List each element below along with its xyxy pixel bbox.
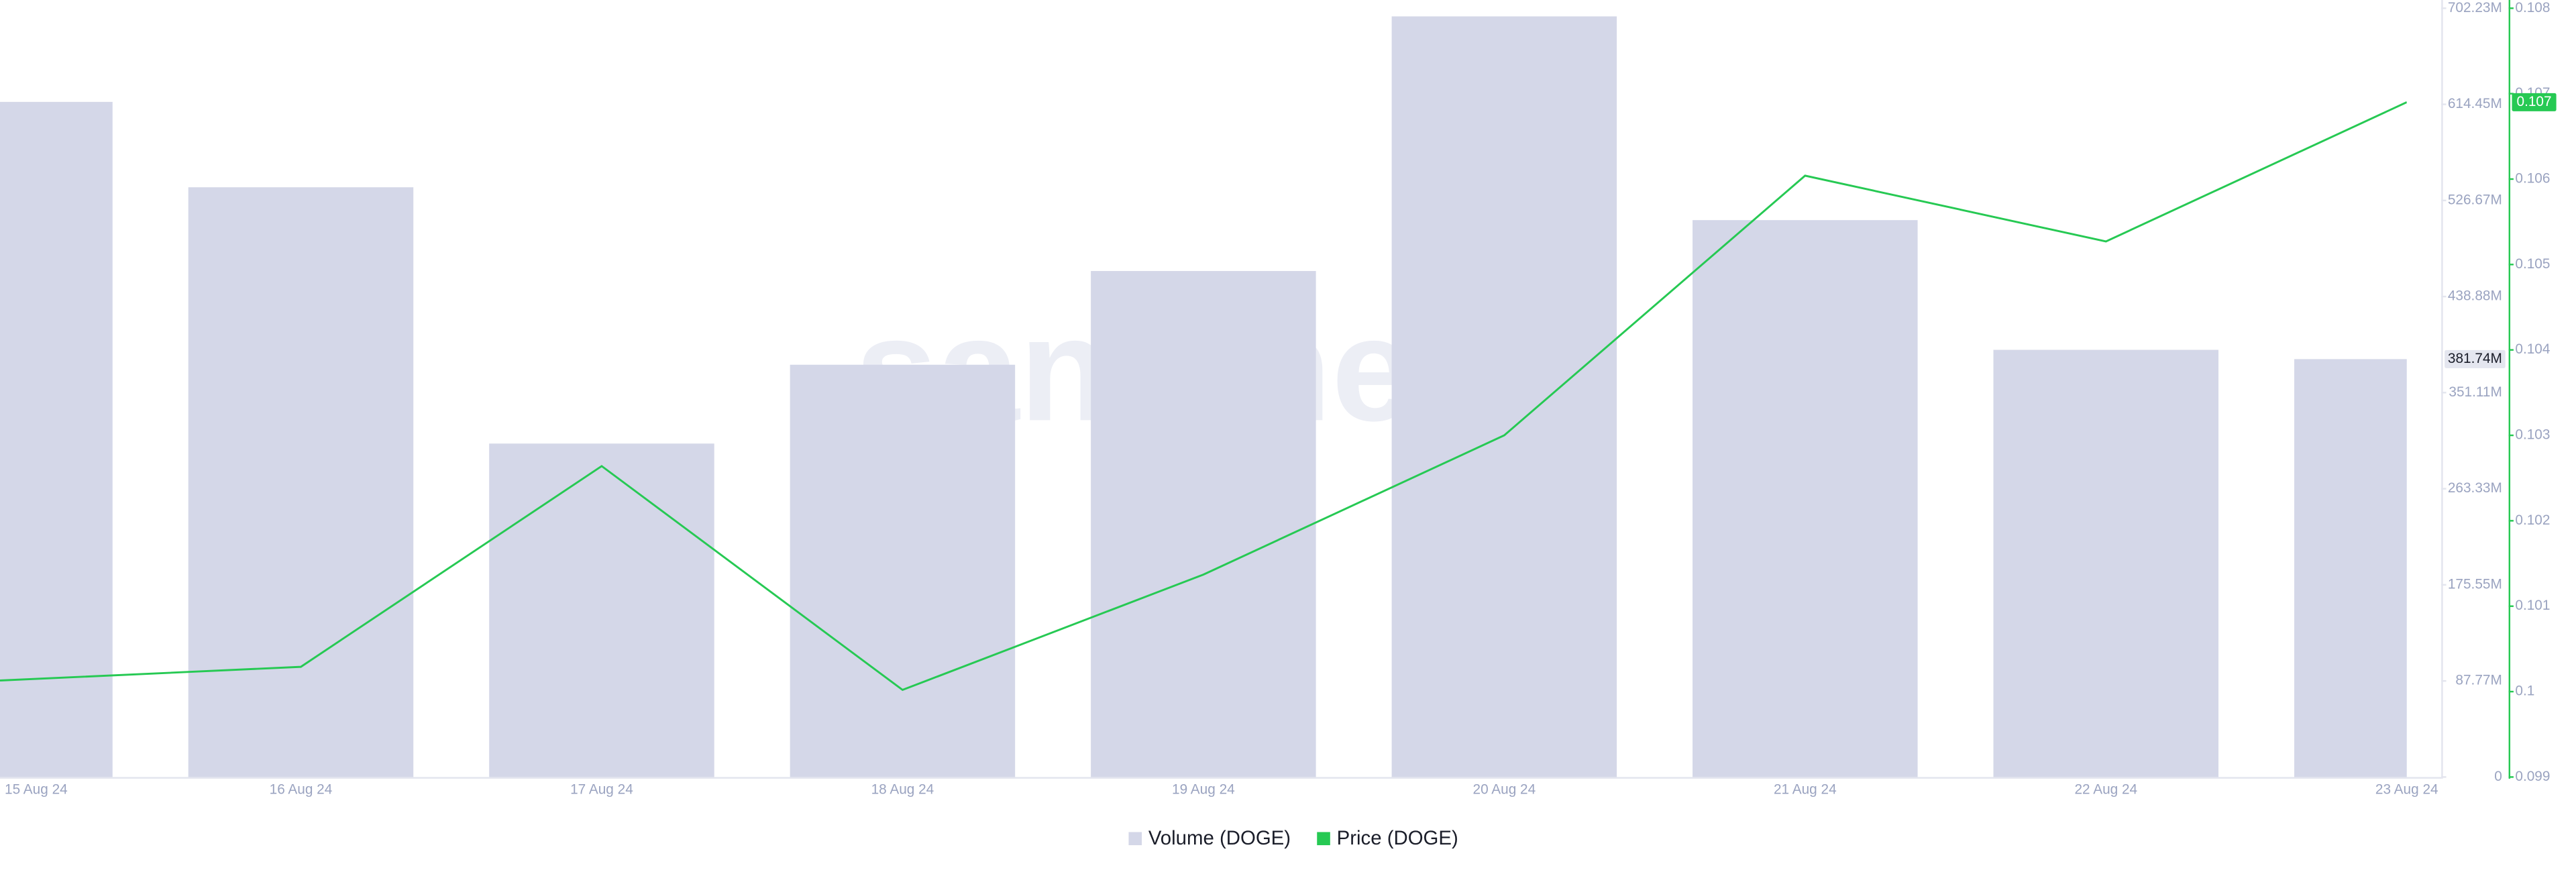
bar — [0, 101, 113, 777]
bar — [1391, 16, 1617, 777]
bar — [1693, 220, 1918, 777]
y2-tick-label: 0.104 — [2515, 341, 2550, 357]
x-tick-label: 15 Aug 24 — [5, 782, 68, 798]
y2-tick-label: 0.1 — [2515, 684, 2534, 699]
bar — [1091, 271, 1316, 777]
x-tick-label: 17 Aug 24 — [570, 782, 633, 798]
price-line — [0, 101, 2407, 692]
x-tick-label: 20 Aug 24 — [1473, 782, 1536, 798]
bar — [2294, 359, 2407, 777]
y-tick-label: 614.45M — [2448, 96, 2502, 111]
y2-tick-label: 0.103 — [2515, 427, 2550, 443]
y-tick-label: 87.77M — [2455, 673, 2502, 688]
bar — [1993, 349, 2219, 777]
plot-area: santiment — [0, 16, 2407, 777]
x-tick-label: 22 Aug 24 — [2074, 782, 2137, 798]
y-tick-label: 263.33M — [2448, 480, 2502, 496]
y-tick-label: 526.67M — [2448, 192, 2502, 207]
last-volume-badge — [2445, 349, 2506, 368]
x-tick-label: 19 Aug 24 — [1172, 782, 1235, 798]
y2-tick-label: 0.105 — [2515, 256, 2550, 272]
legend-label: Price (DOGE) — [1337, 827, 1458, 849]
y-tick-label: 175.55M — [2448, 576, 2502, 592]
x-tick-label: 16 Aug 24 — [270, 782, 333, 798]
x-tick-label: 21 Aug 24 — [1774, 782, 1837, 798]
y-tick-label: 702.23M — [2448, 0, 2502, 15]
y2-tick-label: 0.106 — [2515, 170, 2550, 186]
y2-tick-label: 0.101 — [2515, 598, 2550, 613]
legend-swatch — [1128, 832, 1142, 846]
y-tick-label: 438.88M — [2448, 288, 2502, 304]
last-price-label: 0.107 — [2517, 94, 2552, 109]
legend-label: Volume (DOGE) — [1148, 827, 1291, 849]
last-price-badge — [2512, 93, 2557, 111]
legend-swatch — [1317, 832, 1330, 846]
bar — [790, 364, 1016, 777]
x-tick-label: 18 Aug 24 — [871, 782, 934, 798]
bar — [188, 187, 414, 777]
bar — [489, 443, 714, 777]
y2-tick-label: 0.108 — [2515, 0, 2550, 15]
y-tick-label: 0 — [2494, 769, 2502, 784]
y2-tick-label: 0.099 — [2515, 769, 2550, 784]
x-tick-label: 23 Aug 24 — [2375, 782, 2438, 798]
last-volume-label: 381.74M — [2448, 351, 2502, 366]
y2-tick-label: 0.102 — [2515, 512, 2550, 528]
y-tick-label: 351.11M — [2449, 384, 2502, 400]
